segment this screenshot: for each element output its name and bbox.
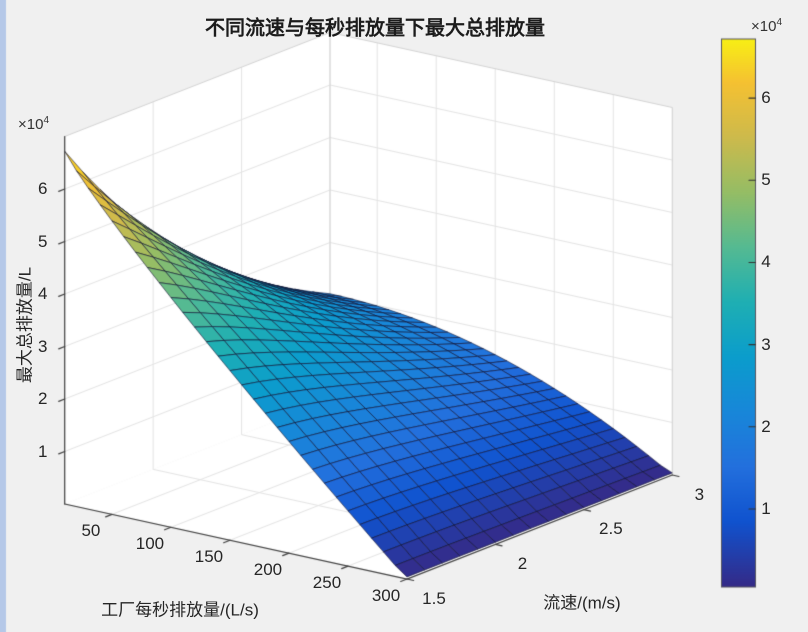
z-axis-label: 最大总排放量/L: [15, 266, 35, 384]
x-tick-label: 50: [81, 521, 101, 541]
x-tick-label: 100: [135, 534, 165, 554]
z-exponent-base: ×10: [18, 116, 44, 133]
y-tick-label: 3: [694, 484, 705, 504]
y-tick-label: 2.5: [599, 519, 623, 539]
colorbar-exponent: ×104: [751, 17, 782, 35]
z-tick-label: 2: [37, 389, 48, 408]
x-tick-label: 150: [194, 547, 224, 567]
x-tick-label: 300: [371, 586, 401, 605]
x-axis-label: 工厂每秒排放量/(L/s): [101, 600, 259, 620]
colorbar-tick-label: 5: [761, 170, 771, 190]
z-tick-label: 6: [37, 179, 48, 198]
colorbar-tick-label: 1: [761, 498, 771, 518]
z-tick-label: 1: [37, 441, 48, 461]
x-tick-label: 250: [312, 573, 342, 593]
y-tick-label: 1.5: [422, 588, 446, 608]
z-exponent-power: 4: [43, 115, 50, 126]
chart-title: 不同流速与每秒排放量下最大总排放量: [205, 17, 545, 40]
z-tick-label: 4: [37, 284, 48, 303]
z-tick-label: 5: [37, 231, 48, 251]
colorbar-tick-label: 2: [761, 416, 771, 436]
z-tick-label: 3: [37, 336, 48, 356]
colorbar-exponent-base: ×10: [751, 18, 777, 35]
y-tick-label: 2: [517, 553, 528, 573]
colorbar-tick-label: 6: [761, 88, 771, 108]
colorbar-exponent-power: 4: [776, 17, 783, 28]
z-axis-exponent: ×104: [18, 115, 49, 133]
x-tick-label: 200: [253, 560, 283, 580]
colorbar-tick-label: 3: [761, 334, 771, 354]
y-axis-label: 流速/(m/s): [543, 593, 621, 613]
colorbar-tick-label: 4: [761, 252, 771, 272]
